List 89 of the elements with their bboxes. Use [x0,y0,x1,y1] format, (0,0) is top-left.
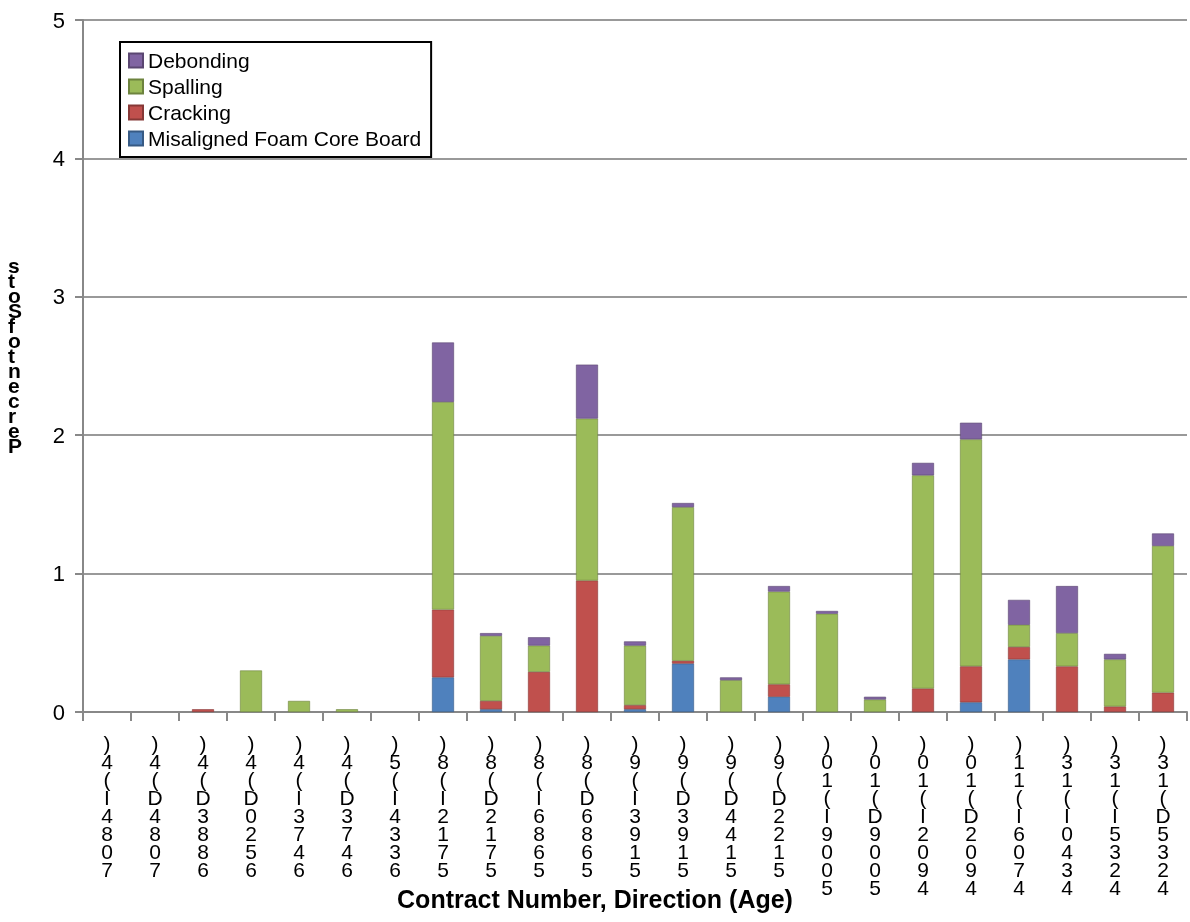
bar [1056,666,1078,712]
category-label: )01(D2094 [963,731,979,899]
bar [768,684,790,697]
x-tick-label: )4(D4807 [147,731,163,881]
x-axis-title: Contract Number, Direction (Age) [397,884,793,913]
x-tick-label: )8(D6865 [579,731,595,881]
bar [960,666,982,703]
bar [768,696,790,712]
bar [960,422,982,440]
x-tick-label: )9(D4415 [723,731,739,881]
category-label: )01(D9005 [867,731,883,899]
x-tick-label: )5(I4336 [389,731,402,881]
legend-label: Spalling [148,75,223,98]
bar [1152,692,1174,712]
bar [816,613,838,712]
bar [480,635,502,701]
bar [624,645,646,706]
bar [960,702,982,712]
bar [960,439,982,667]
bar [528,637,550,646]
bar [288,700,310,712]
bar [624,641,646,646]
bar [1104,706,1126,712]
x-tick-label: )8(D2175 [483,731,499,881]
bar [192,709,214,712]
bar [432,401,454,610]
y-tick-label: 1 [52,561,65,587]
bar [480,700,502,710]
bar [576,364,598,419]
x-tick-label: )9(D2215 [771,731,787,881]
category-label: )01(I2094 [917,731,929,899]
bar [720,680,742,712]
y-tick-label: 4 [52,145,65,171]
bar [1056,586,1078,634]
x-tick-label: )4(D3746 [339,731,355,881]
x-tick-label: )8(I2175 [437,731,449,881]
bar [432,609,454,678]
bar [912,688,934,712]
bar [336,709,358,712]
bar [672,660,694,664]
bar [672,663,694,712]
y-tick-label: 3 [52,284,65,310]
bar [1104,659,1126,707]
bar [576,418,598,581]
bar [240,670,262,712]
y-tick-label: 2 [52,422,65,448]
bar [1008,624,1030,647]
bar [1008,599,1030,625]
category-label: )31(I0434 [1061,731,1073,899]
bar [864,696,886,700]
bar [576,580,598,712]
bar [768,591,790,685]
bar [1104,653,1126,660]
x-tick-label: )4(D0256 [243,731,259,881]
bar [1152,545,1174,693]
bar [672,507,694,661]
legend-label: Debonding [148,49,250,72]
bar [1008,646,1030,660]
category-label: )01(I9005 [821,731,833,899]
bar [1056,633,1078,667]
bar [624,705,646,710]
text: stoSfotnecreP [8,254,23,457]
x-tick-label: )9(I3915 [629,731,641,881]
category-label: )11(I6074 [1013,731,1025,899]
bar [432,677,454,712]
bar [432,342,454,402]
bar [1152,533,1174,546]
bar [528,671,550,712]
bar [672,503,694,508]
legend-label: Cracking [148,101,231,124]
category-label: )31(D5324 [1155,731,1171,899]
x-tick-label: )9(D3915 [675,731,691,881]
bar [528,645,550,672]
legend-label: Misaligned Foam Core Board [148,127,422,150]
bar [912,475,934,689]
x-tick-label: )4(D3886 [195,731,211,881]
bar [864,699,886,712]
bar [768,586,790,592]
x-tick-label: )4(I3746 [293,731,306,881]
bar [912,462,934,476]
bar [720,677,742,681]
x-tick-label: )4(I4807 [101,731,114,881]
y-tick-label: 0 [52,699,65,725]
bar [1008,659,1030,712]
bar [480,633,502,636]
category-label: )31(I5324 [1109,731,1121,899]
bar [816,610,838,614]
x-tick-label: )8(I6865 [533,731,545,881]
y-tick-label: 5 [52,7,65,33]
